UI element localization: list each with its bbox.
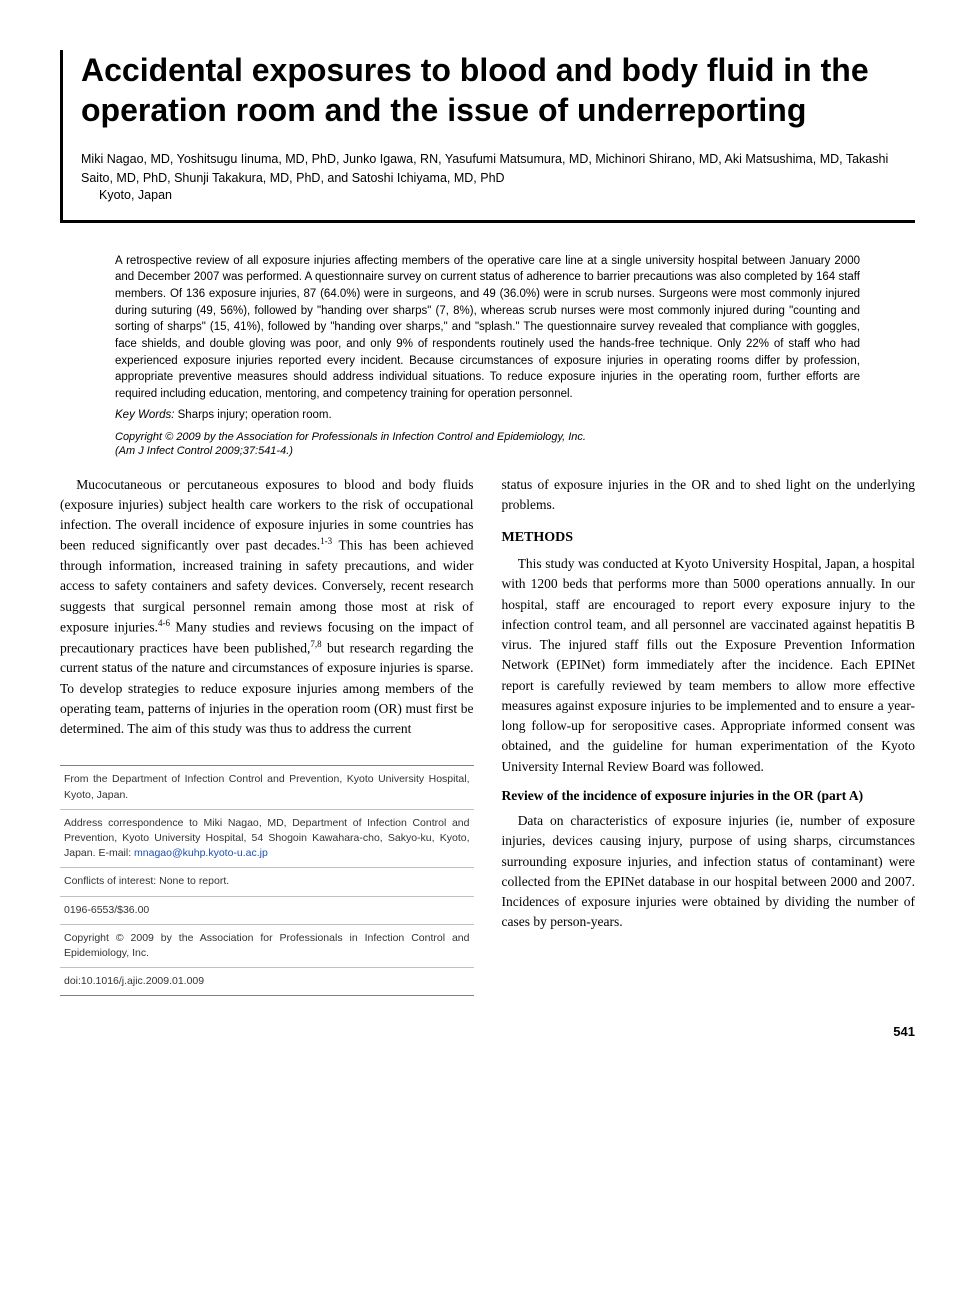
page-number: 541 — [60, 1024, 915, 1039]
intro-paragraph: Mucocutaneous or percutaneous exposures … — [60, 475, 474, 740]
copyright-line-2: (Am J Infect Control 2009;37:541-4.) — [115, 445, 860, 457]
intro-continuation: status of exposure injuries in the OR an… — [502, 475, 916, 516]
body-columns: Mucocutaneous or percutaneous exposures … — [60, 475, 915, 997]
abstract: A retrospective review of all exposure i… — [115, 253, 860, 403]
methods-heading: METHODS — [502, 527, 916, 548]
keywords: Key Words: Sharps injury; operation room… — [115, 409, 860, 421]
affiliation: Kyoto, Japan — [99, 188, 915, 202]
title-block: Accidental exposures to blood and body f… — [60, 50, 915, 223]
citation-7-8: 7,8 — [310, 639, 321, 649]
right-column: status of exposure injuries in the OR an… — [502, 475, 916, 997]
citation-1-3: 1-3 — [320, 536, 332, 546]
copyright-footer: Copyright © 2009 by the Association for … — [60, 925, 474, 968]
doi: doi:10.1016/j.ajic.2009.01.009 — [60, 968, 474, 995]
citation-4-6: 4-6 — [158, 618, 170, 628]
copyright-line-1: Copyright © 2009 by the Association for … — [115, 431, 860, 443]
correspondence-email[interactable]: mnagao@kuhp.kyoto-u.ac.jp — [134, 847, 268, 859]
keywords-text: Sharps injury; operation room. — [174, 409, 331, 421]
subsection-part-a-heading: Review of the incidence of exposure inju… — [502, 787, 916, 805]
author-list: Miki Nagao, MD, Yoshitsugu Iinuma, MD, P… — [81, 150, 915, 188]
conflicts-of-interest: Conflicts of interest: None to report. — [60, 868, 474, 896]
affiliation-full: From the Department of Infection Control… — [60, 766, 474, 809]
methods-paragraph-1: This study was conducted at Kyoto Univer… — [502, 554, 916, 777]
issn-price: 0196-6553/$36.00 — [60, 897, 474, 925]
methods-paragraph-2: Data on characteristics of exposure inju… — [502, 811, 916, 933]
left-column: Mucocutaneous or percutaneous exposures … — [60, 475, 474, 997]
article-info-box: From the Department of Infection Control… — [60, 765, 474, 996]
article-title: Accidental exposures to blood and body f… — [81, 50, 915, 130]
keywords-label: Key Words: — [115, 409, 174, 421]
correspondence: Address correspondence to Miki Nagao, MD… — [60, 810, 474, 869]
